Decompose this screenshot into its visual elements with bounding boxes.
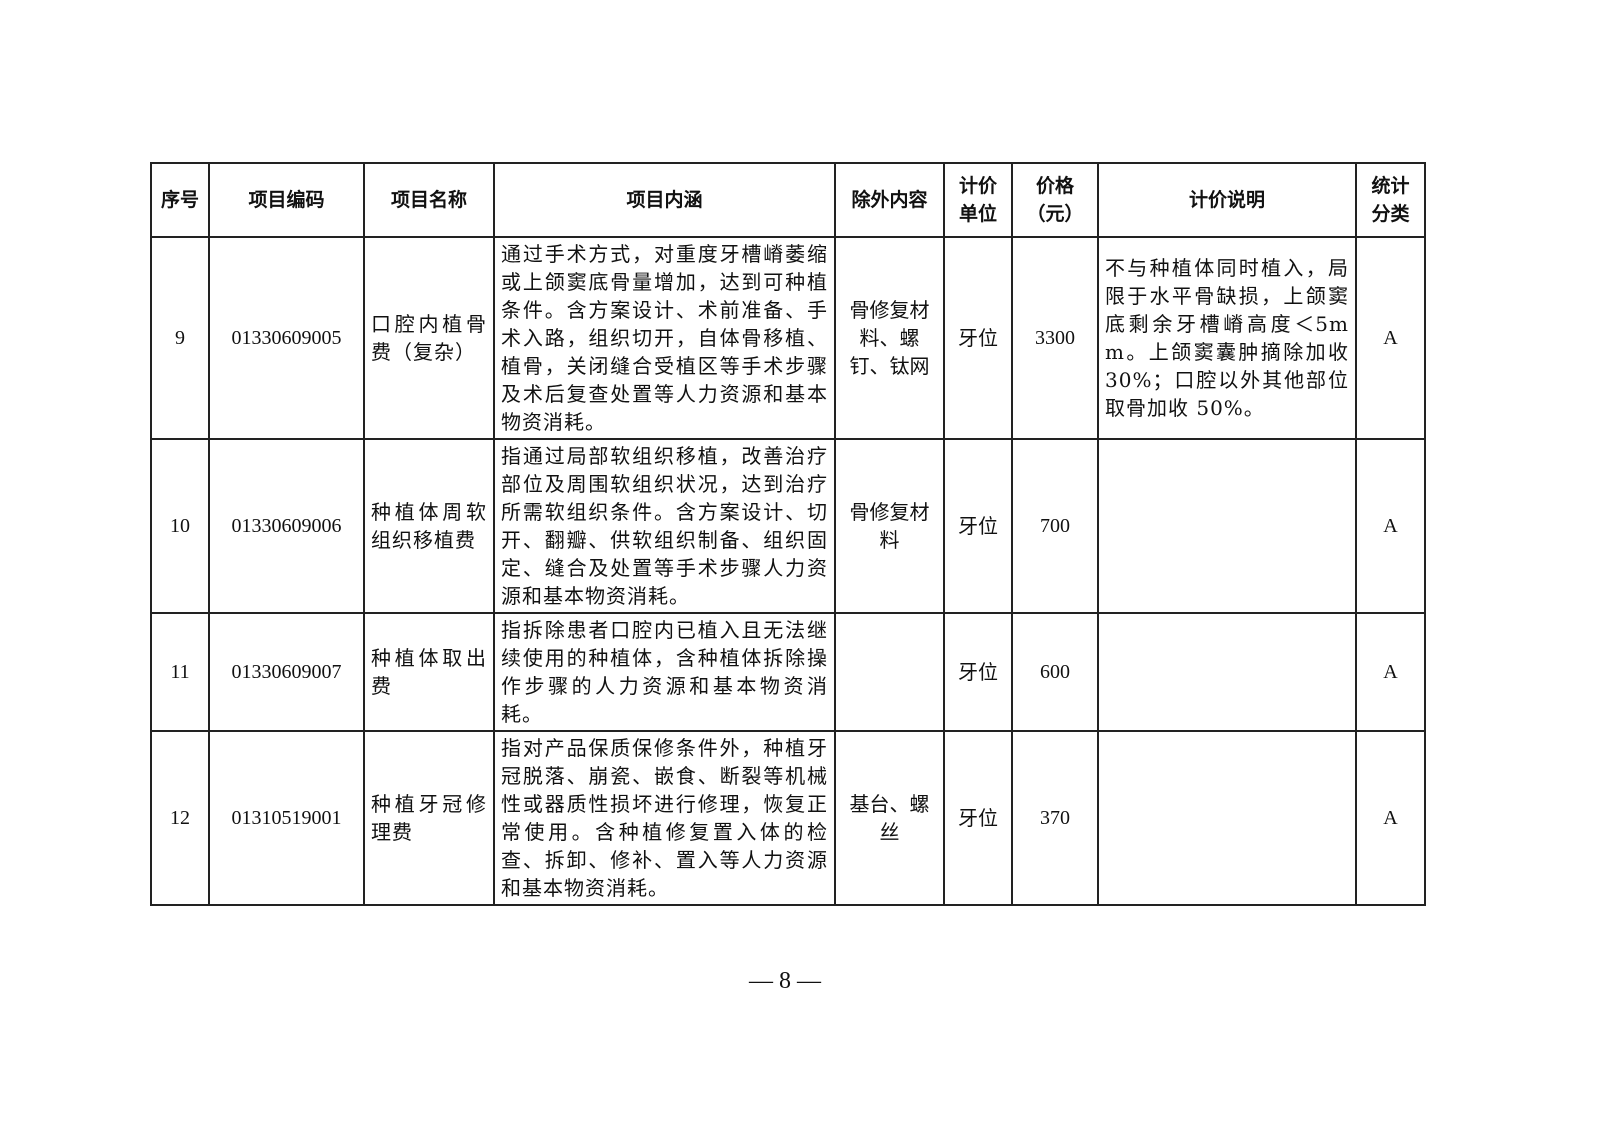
header-category: 统计分类 (1355, 162, 1426, 238)
header-unit: 计价单位 (943, 162, 1013, 238)
table-row: 12 01310519001 种植牙冠修理费 指对产品保质保修条件外，种植牙冠脱落、崩… (150, 730, 1426, 906)
cell-exclusion: 骨修复材料 (834, 438, 945, 614)
cell-unit: 牙位 (943, 438, 1013, 614)
cell-category: A (1355, 612, 1426, 732)
header-note: 计价说明 (1097, 162, 1357, 238)
cell-code: 01310519001 (208, 730, 365, 906)
cell-note (1097, 438, 1357, 614)
cell-content: 指拆除患者口腔内已植入且无法继续使用的种植体，含种植体拆除操作步骤的人力资源和基… (493, 612, 836, 732)
header-content: 项目内涵 (493, 162, 836, 238)
cell-category: A (1355, 730, 1426, 906)
cell-name: 种植体周软组织移植费 (363, 438, 495, 614)
table-row: 10 01330609006 种植体周软组织移植费 指通过局部软组织移植，改善治疗部位… (150, 438, 1426, 614)
header-no: 序号 (150, 162, 210, 238)
cell-price: 3300 (1011, 236, 1099, 440)
cell-note (1097, 730, 1357, 906)
page-number: — 8 — (749, 968, 821, 994)
cell-no: 12 (150, 730, 210, 906)
header-row: 序号 项目编码 项目名称 项目内涵 除外内容 计价单位 价格（元） 计价说明 统… (150, 162, 1426, 238)
cell-unit: 牙位 (943, 236, 1013, 440)
header-name: 项目名称 (363, 162, 495, 238)
cell-price: 700 (1011, 438, 1099, 614)
cell-price: 370 (1011, 730, 1099, 906)
cell-content: 通过手术方式，对重度牙槽嵴萎缩或上颌窦底骨量增加，达到可种植条件。含方案设计、术… (493, 236, 836, 440)
cell-no: 10 (150, 438, 210, 614)
cell-category: A (1355, 236, 1426, 440)
cell-category: A (1355, 438, 1426, 614)
cell-price: 600 (1011, 612, 1099, 732)
cell-no: 11 (150, 612, 210, 732)
table-row: 11 01330609007 种植体取出费 指拆除患者口腔内已植入且无法继续使用的种植… (150, 612, 1426, 732)
cell-note: 不与种植体同时植入，局限于水平骨缺损，上颌窦底剩余牙槽嵴高度＜5mm。上颌窦囊肿… (1097, 236, 1357, 440)
header-price: 价格（元） (1011, 162, 1099, 238)
cell-unit: 牙位 (943, 612, 1013, 732)
cell-content: 指通过局部软组织移植，改善治疗部位及周围软组织状况，达到治疗所需软组织条件。含方… (493, 438, 836, 614)
header-code: 项目编码 (208, 162, 365, 238)
cell-code: 01330609005 (208, 236, 365, 440)
cell-note (1097, 612, 1357, 732)
cell-code: 01330609006 (208, 438, 365, 614)
cell-unit: 牙位 (943, 730, 1013, 906)
cell-name: 种植体取出费 (363, 612, 495, 732)
cell-content: 指对产品保质保修条件外，种植牙冠脱落、崩瓷、嵌食、断裂等机械性或器质性损坏进行修… (493, 730, 836, 906)
cell-code: 01330609007 (208, 612, 365, 732)
header-exclusion: 除外内容 (834, 162, 945, 238)
cell-no: 9 (150, 236, 210, 440)
cell-exclusion (834, 612, 945, 732)
cell-exclusion: 骨修复材料、螺钉、钛网 (834, 236, 945, 440)
cell-name: 种植牙冠修理费 (363, 730, 495, 906)
cell-name: 口腔内植骨费（复杂） (363, 236, 495, 440)
fee-table: 序号 项目编码 项目名称 项目内涵 除外内容 计价单位 价格（元） 计价说明 统… (150, 162, 1426, 906)
cell-exclusion: 基台、螺丝 (834, 730, 945, 906)
table-row: 9 01330609005 口腔内植骨费（复杂） 通过手术方式，对重度牙槽嵴萎缩或上颌… (150, 236, 1426, 440)
